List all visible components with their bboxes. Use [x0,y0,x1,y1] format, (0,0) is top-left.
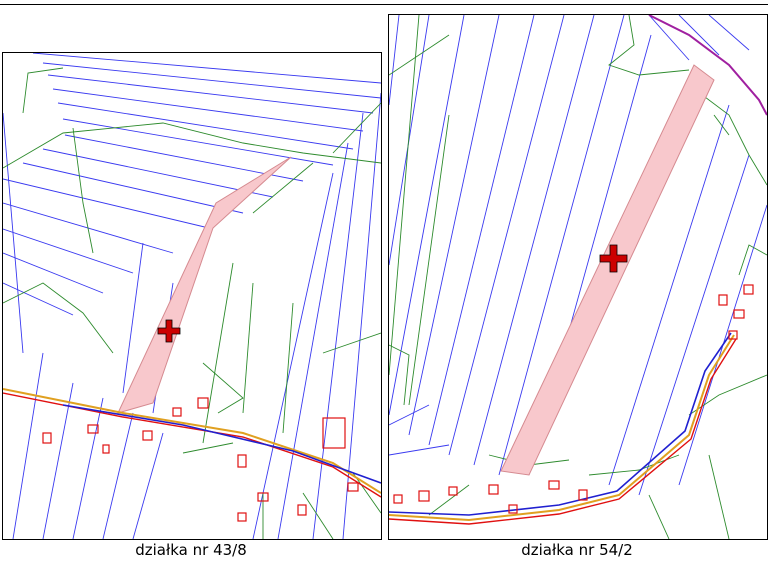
parcel-highlight-left[interactable] [117,156,292,414]
boundary-purple-right [648,15,767,116]
small-buildings-left [42,397,359,522]
parcel-highlight-right[interactable] [500,64,715,476]
map-panel-left[interactable] [2,52,382,540]
map-caption-left: działka nr 43/8 [135,541,247,559]
map-panel-right[interactable] [388,14,768,540]
building-lines-right [389,15,767,539]
road-right [389,332,737,525]
building-lines-left [3,67,381,539]
small-buildings-right [393,284,754,514]
parcel-lines-right [389,15,767,496]
cross-marker-icon[interactable] [599,244,628,273]
parcel-lines-left [3,53,381,539]
top-border-line [0,4,768,5]
road-left [3,388,381,498]
map-right-canvas [389,15,767,539]
map-caption-right: działka nr 54/2 [521,541,633,559]
map-left-canvas [3,53,381,539]
cross-marker-icon[interactable] [157,319,181,343]
